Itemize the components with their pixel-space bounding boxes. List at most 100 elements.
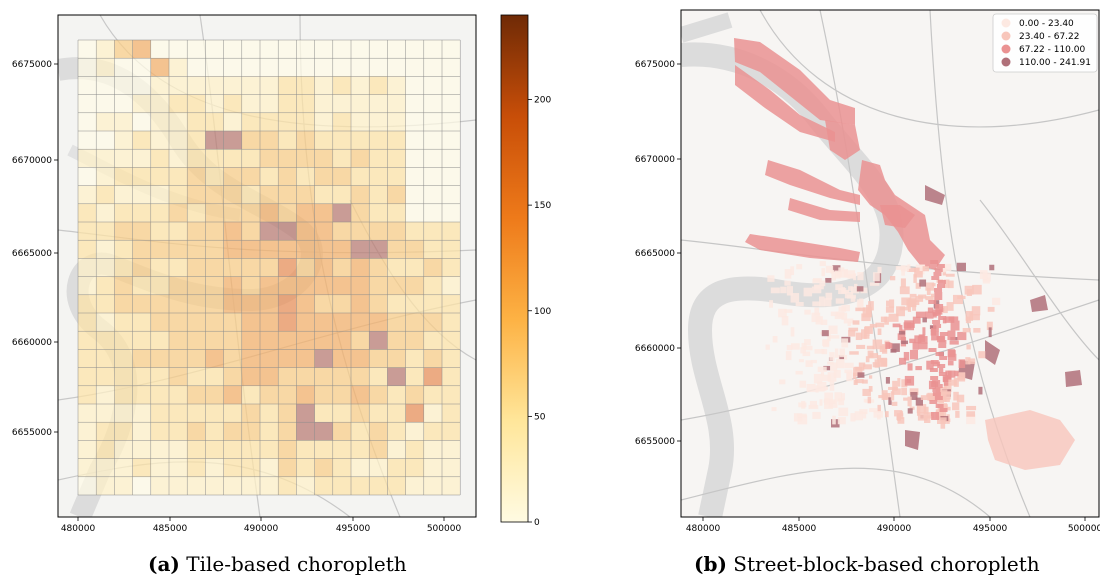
street-block (944, 406, 951, 411)
street-block (815, 388, 825, 392)
tile (205, 349, 224, 368)
street-block (780, 286, 787, 294)
street-block (933, 324, 942, 328)
street-block (898, 331, 906, 335)
tile (132, 258, 151, 277)
street-block (922, 266, 930, 272)
street-block (922, 317, 927, 323)
street-block (922, 327, 926, 336)
tile (387, 240, 406, 259)
x-tick-label: 490000 (244, 524, 279, 534)
tile (423, 476, 442, 495)
tile (351, 422, 370, 441)
tile (442, 167, 461, 186)
tile (387, 385, 406, 404)
tile (78, 276, 97, 295)
tile (132, 331, 151, 350)
street-block (829, 352, 835, 361)
tile (96, 185, 115, 204)
tile (351, 94, 370, 113)
tile (205, 167, 224, 186)
tile (314, 331, 333, 350)
tile (96, 476, 115, 495)
tile (150, 94, 169, 113)
tile (78, 476, 97, 495)
tile (78, 240, 97, 259)
street-block (859, 409, 868, 415)
tile (405, 422, 424, 441)
street-block (841, 393, 845, 401)
tile (332, 131, 351, 150)
tile (351, 331, 370, 350)
tile (296, 222, 315, 241)
tile (369, 185, 388, 204)
street-block (827, 334, 831, 342)
street-block (836, 358, 845, 369)
street-block (915, 397, 923, 406)
street-block (927, 307, 934, 313)
tile (241, 185, 260, 204)
street-block (830, 362, 838, 372)
tile (260, 149, 279, 168)
street-block (819, 399, 823, 406)
tile (423, 203, 442, 222)
street-block (926, 412, 935, 419)
tile (423, 276, 442, 295)
street-block (855, 379, 864, 384)
tile (332, 385, 351, 404)
tile (169, 149, 188, 168)
tile (278, 367, 297, 386)
tile (405, 313, 424, 332)
tile (332, 476, 351, 495)
tile (241, 331, 260, 350)
panel-b: 480000 485000 490000 495000 500000 6675000 667… (635, 9, 1100, 534)
tile (132, 203, 151, 222)
tile (223, 167, 242, 186)
street-block (880, 316, 888, 323)
tile (150, 112, 169, 131)
tile (369, 422, 388, 441)
tile (187, 422, 206, 441)
street-block (795, 302, 804, 307)
tile (442, 94, 461, 113)
tile (132, 94, 151, 113)
street-block (890, 391, 895, 401)
street-block (813, 373, 823, 384)
tile (187, 276, 206, 295)
street-block (945, 273, 955, 277)
tile (405, 367, 424, 386)
tile (205, 313, 224, 332)
tile (423, 458, 442, 477)
street-block (769, 300, 773, 308)
tile (241, 349, 260, 368)
tile (387, 167, 406, 186)
street-block (917, 412, 928, 421)
street-block (930, 376, 939, 380)
street-block (992, 297, 1001, 306)
street-block (878, 395, 888, 399)
tile (169, 76, 188, 95)
street-block (952, 402, 960, 411)
tile (78, 112, 97, 131)
panel-b-map (681, 10, 1099, 517)
tile (187, 349, 206, 368)
tile (205, 258, 224, 277)
street-block (934, 292, 943, 296)
street-block (834, 348, 839, 358)
legend-box (992, 13, 1098, 73)
street-block (864, 326, 873, 334)
tile (205, 94, 224, 113)
tile (223, 222, 242, 241)
street-block (931, 416, 940, 420)
tile (278, 440, 297, 459)
tile (423, 112, 442, 131)
street-block (956, 394, 965, 403)
y-tick-label: 6675000 (12, 60, 52, 70)
tile (332, 440, 351, 459)
street-block (880, 358, 888, 367)
tile (314, 58, 333, 77)
street-block (935, 387, 946, 395)
street-block (869, 375, 873, 379)
tile (314, 203, 333, 222)
tile (332, 94, 351, 113)
